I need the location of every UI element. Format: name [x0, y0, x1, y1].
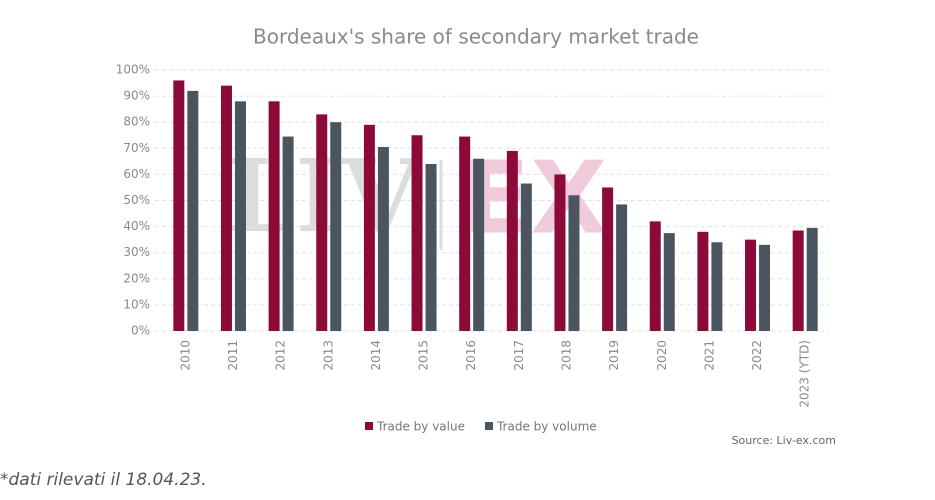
bar [554, 174, 566, 331]
bar [234, 101, 246, 331]
bar [568, 195, 580, 331]
bar [187, 90, 199, 331]
y-tick-label: 80% [123, 115, 150, 129]
legend-swatch [365, 422, 373, 430]
x-tick-label: 2015 [417, 340, 431, 371]
y-tick-label: 10% [123, 297, 150, 311]
y-tick-label: 0% [131, 324, 150, 338]
legend-swatch [484, 422, 493, 430]
bar [663, 233, 675, 331]
bar [520, 183, 532, 331]
bar [616, 204, 628, 331]
bar [506, 150, 518, 331]
legend-label: Trade by value [376, 420, 465, 434]
bar [377, 146, 389, 331]
bar [792, 230, 804, 331]
bar [363, 124, 375, 331]
bar [697, 231, 709, 331]
bar [282, 136, 294, 331]
bar [806, 227, 818, 331]
source: Source: Liv-ex.com [732, 434, 836, 447]
x-tick-label: 2010 [178, 340, 192, 371]
bar [268, 101, 280, 331]
y-tick-label: 50% [123, 193, 150, 207]
chart-title: Bordeaux's share of secondary market tra… [253, 25, 699, 49]
x-tick-label: 2022 [750, 340, 764, 371]
x-tick-label: 2014 [369, 340, 383, 371]
x-tick-label: 2018 [559, 340, 573, 371]
x-tick-label: 2011 [226, 340, 240, 371]
x-tick-label: 2023 (YTD) [798, 340, 812, 408]
bar [330, 122, 342, 331]
y-tick-label: 70% [123, 141, 150, 155]
x-tick-label: 2016 [464, 340, 478, 371]
bar [316, 114, 328, 332]
bar [649, 221, 661, 331]
bar [411, 135, 423, 331]
bar [425, 163, 437, 331]
bar [602, 187, 614, 331]
y-tick-label: 100% [116, 63, 150, 77]
y-tick-label: 60% [123, 167, 150, 181]
bar [459, 136, 471, 331]
bar [745, 239, 757, 331]
bar [173, 80, 185, 331]
y-tick-label: 20% [123, 271, 150, 285]
x-tick-label: 2012 [274, 340, 288, 371]
x-tick-label: 2013 [321, 340, 335, 371]
y-tick-label: 40% [123, 219, 150, 233]
legend-label: Trade by volume [496, 420, 597, 434]
x-tick-label: 2019 [607, 340, 621, 371]
x-tick-label: 2021 [702, 340, 716, 371]
bar [220, 85, 232, 331]
x-tick-label: 2020 [655, 340, 669, 371]
y-tick-label: 90% [123, 89, 150, 103]
footnote: *dati rilevati il 18.04.23. [0, 470, 207, 490]
bar [759, 244, 771, 331]
x-tick-label: 2017 [512, 340, 526, 371]
bar [711, 242, 723, 331]
watermark-right: EX [462, 139, 607, 256]
y-tick-label: 30% [123, 245, 150, 259]
bar [473, 158, 485, 331]
